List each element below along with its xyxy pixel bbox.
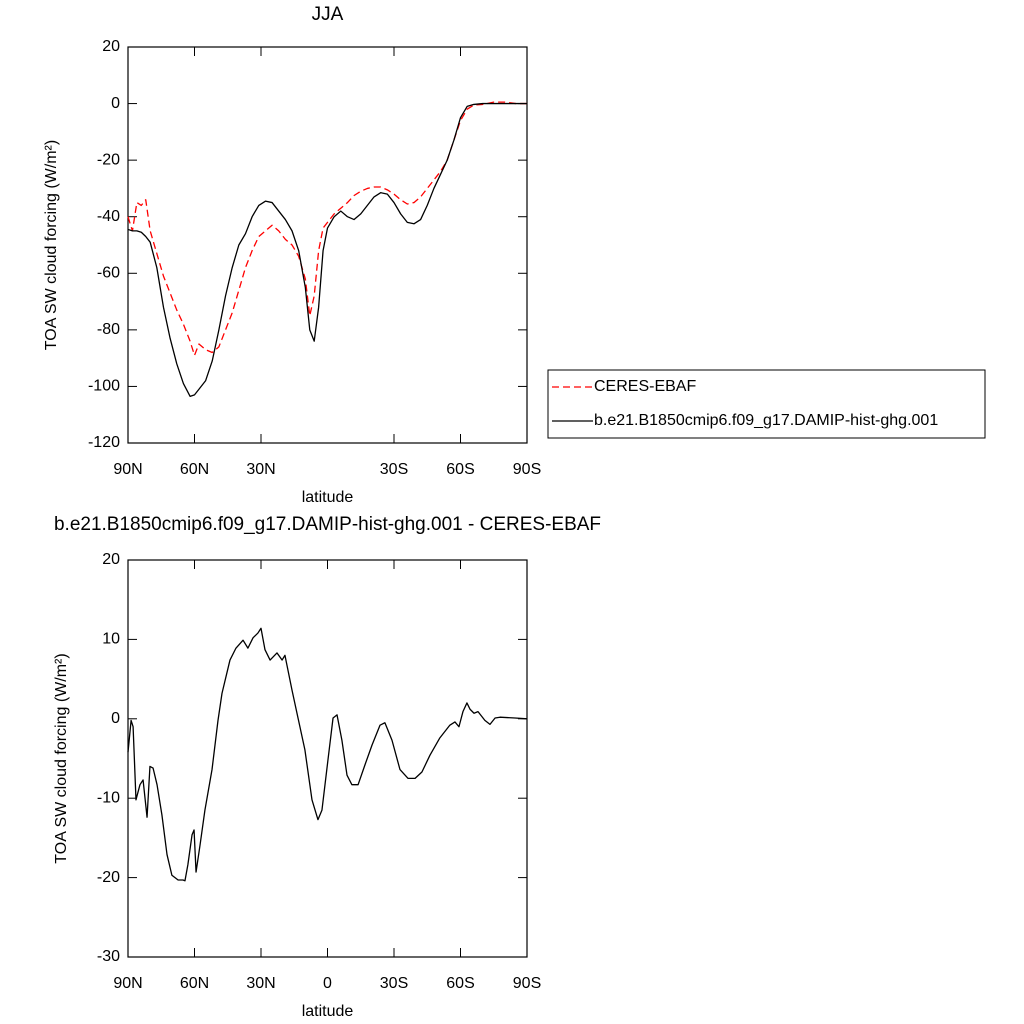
x-tick-label: 30S: [380, 975, 408, 992]
data-line: [127, 102, 527, 397]
x-tick-label: 90N: [113, 975, 142, 992]
y-tick-label: -120: [88, 434, 120, 451]
x-tick-label: 90S: [513, 461, 541, 478]
y-tick-label: -10: [97, 789, 120, 806]
y-tick-label: -80: [97, 321, 120, 338]
x-tick-label: 60S: [446, 975, 474, 992]
x-tick-label: 60S: [446, 461, 474, 478]
y-tick-label: -30: [97, 948, 120, 965]
y-tick-label: 0: [111, 95, 120, 112]
data-line: [127, 101, 527, 356]
y-tick-label: -20: [97, 869, 120, 886]
x-tick-label: 60N: [180, 975, 209, 992]
x-tick-label: 30S: [380, 461, 408, 478]
y-axis-label: TOA SW cloud forcing (W/m²): [43, 140, 60, 350]
plot-frame: [127, 46, 528, 444]
x-axis-label: latitude: [302, 1003, 354, 1020]
y-tick-label: -20: [97, 151, 120, 168]
y-axis-label: TOA SW cloud forcing (W/m²): [53, 653, 70, 863]
y-tick-label: -40: [97, 208, 120, 225]
y-tick-label: 10: [102, 631, 120, 648]
plot-frame: [127, 559, 528, 958]
data-line: [127, 627, 528, 882]
y-tick-label: -100: [88, 378, 120, 395]
y-tick-label: 20: [102, 551, 120, 568]
legend-label: CERES-EBAF: [594, 378, 696, 395]
x-tick-label: 90N: [113, 461, 142, 478]
x-tick-label: 90S: [513, 975, 541, 992]
chart-title: b.e21.B1850cmip6.f09_g17.DAMIP-hist-ghg.…: [54, 514, 601, 535]
x-tick-label: 30N: [246, 975, 275, 992]
x-tick-label: 30N: [246, 461, 275, 478]
x-tick-label: 60N: [180, 461, 209, 478]
x-tick-label: 0: [323, 975, 332, 992]
legend-box: [547, 369, 986, 439]
y-tick-label: 0: [111, 710, 120, 727]
x-axis-label: latitude: [302, 489, 354, 506]
y-tick-label: 20: [102, 38, 120, 55]
y-tick-label: -60: [97, 265, 120, 282]
chart-title: JJA: [312, 4, 344, 25]
legend-label: b.e21.B1850cmip6.f09_g17.DAMIP-hist-ghg.…: [594, 412, 938, 429]
